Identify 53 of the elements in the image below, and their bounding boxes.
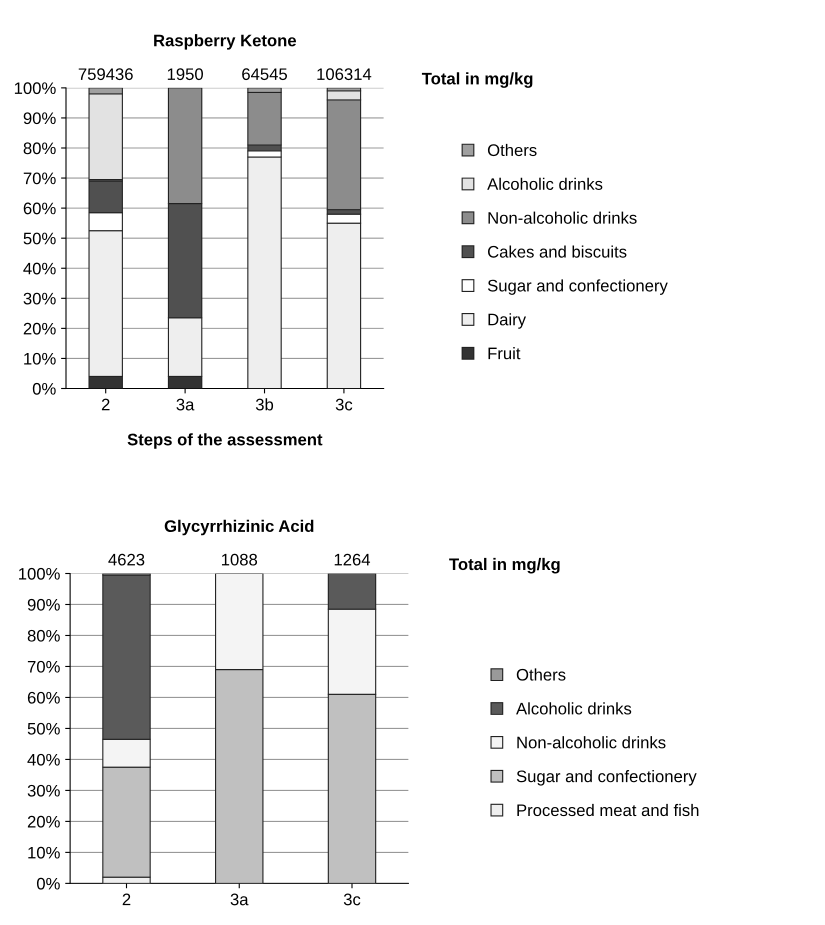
annotation: 106314 [317,68,372,80]
legend-label: Others [516,668,566,681]
y-tick-label: 90% [24,112,56,124]
y-tick-label: 20% [24,322,56,335]
x-tick-label: 2 [102,398,110,410]
y-tick-label: 90% [28,598,60,611]
text: Total in mg/kg [422,72,532,88]
chart-title: Glycyrrhizinic Acid [164,520,314,536]
legend-label: Cakes and biscuits [488,245,626,258]
x-tick-label: 3c [344,894,360,906]
x-axis-title: Steps of the assessment [128,433,322,449]
y-tick-label: 0% [36,878,60,890]
x-tick-label: 2 [122,894,130,906]
annotation: 759436 [78,68,133,80]
y-tick-label: 70% [24,172,56,184]
legend-label: Processed meat and fish [517,804,698,816]
y-tick-label: 80% [24,142,56,154]
y-tick-label: 0% [32,382,56,395]
y-tick-label: 60% [24,202,56,214]
y-tick-label: 40% [27,754,60,766]
legend-label: Sugar and confectionery [488,279,668,295]
chart-title: Raspberry Ketone [154,34,296,50]
y-tick-label: 100% [14,82,56,94]
legend-label: Non-alcoholic drinks [488,212,637,224]
y-tick-label: 100% [19,568,60,580]
legend-label: Non-alcoholic drinks [517,736,666,748]
legend-label: Alcoholic drinks [516,702,632,715]
x-tick-label: 3a [230,894,249,906]
annotation: 1088 [222,554,258,566]
y-tick-label: 10% [24,352,56,365]
legend-label: Sugar and confectionery [516,770,697,786]
y-tick-label: 40% [23,262,56,274]
y-tick-label: 20% [28,816,60,828]
x-tick-label: 3c [336,398,352,410]
annotation: 1950 [168,68,203,80]
y-tick-label: 50% [24,232,56,244]
x-tick-label: 3a [176,398,194,410]
annotation: 1264 [334,554,370,566]
y-tick-label: 30% [28,784,60,797]
legend-label: Fruit [488,347,520,360]
y-tick-label: 50% [28,722,60,735]
y-tick-label: 60% [28,692,60,704]
y-tick-label: 30% [24,292,56,305]
legend-label: Others [488,144,537,156]
y-tick-label: 70% [28,660,60,673]
annotation: 4623 [108,554,144,566]
y-tick-label: 80% [28,630,60,642]
annotation: 64545 [242,68,287,80]
legend-label: Alcoholic drinks [487,178,602,190]
text: Total in mg/kg [449,558,560,574]
x-tick-label: 3b [256,398,274,410]
legend-label: Dairy [488,313,526,329]
y-tick-label: 10% [28,846,60,859]
